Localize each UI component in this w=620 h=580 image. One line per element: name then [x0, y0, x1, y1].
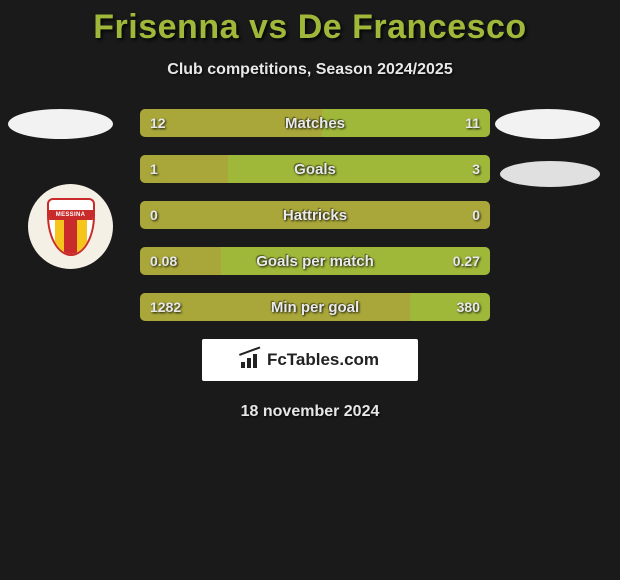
page-subtitle: Club competitions, Season 2024/2025: [0, 61, 620, 79]
branding-box: FcTables.com: [202, 339, 418, 381]
bar-chart-icon: [241, 352, 261, 368]
stat-bar-right: [322, 109, 490, 137]
club-photo-right-placeholder: [500, 161, 600, 187]
stat-bar-right: [410, 293, 491, 321]
stat-row: 0.080.27Goals per match: [140, 247, 490, 275]
stat-bar-left: [140, 155, 228, 183]
comparison-stage: MESSINA 1211Matches 13Goals 00Hattricks 0.0…: [0, 109, 620, 321]
crest-text: MESSINA: [49, 210, 93, 220]
stat-row: 13Goals: [140, 155, 490, 183]
stat-bars: 1211Matches 13Goals 00Hattricks 0.080.27Goa…: [140, 109, 490, 321]
branding-text: FcTables.com: [267, 350, 379, 370]
stat-row: 1211Matches: [140, 109, 490, 137]
stat-bar-left: [140, 201, 490, 229]
page-title: Frisenna vs De Francesco: [0, 0, 620, 47]
club-crest-left: MESSINA: [28, 184, 113, 269]
snapshot-date: 18 november 2024: [0, 403, 620, 421]
player-photo-left-placeholder: [8, 109, 113, 139]
stat-bar-left: [140, 247, 221, 275]
stat-row: 00Hattricks: [140, 201, 490, 229]
stat-row: 1282380Min per goal: [140, 293, 490, 321]
stat-bar-right: [228, 155, 491, 183]
stat-bar-right: [221, 247, 491, 275]
player-photo-right-placeholder: [495, 109, 600, 139]
stat-bar-left: [140, 109, 322, 137]
stat-bar-left: [140, 293, 410, 321]
